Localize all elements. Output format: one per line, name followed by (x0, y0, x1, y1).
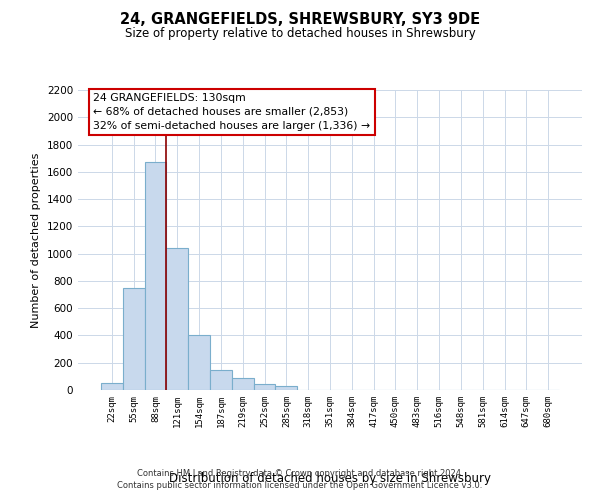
Bar (188, 335, 210, 390)
Bar (254, 384, 275, 390)
Bar (232, 378, 254, 390)
Text: 24 GRANGEFIELDS: 130sqm
← 68% of detached houses are smaller (2,853)
32% of semi: 24 GRANGEFIELDS: 130sqm ← 68% of detache… (93, 93, 370, 131)
Bar (275, 386, 297, 390)
Text: Contains HM Land Registry data © Crown copyright and database right 2024.: Contains HM Land Registry data © Crown c… (137, 468, 463, 477)
Bar (210, 370, 232, 390)
Y-axis label: Number of detached properties: Number of detached properties (31, 152, 41, 328)
Text: Contains public sector information licensed under the Open Government Licence v3: Contains public sector information licen… (118, 481, 482, 490)
Text: Size of property relative to detached houses in Shrewsbury: Size of property relative to detached ho… (125, 28, 475, 40)
Text: 24, GRANGEFIELDS, SHREWSBURY, SY3 9DE: 24, GRANGEFIELDS, SHREWSBURY, SY3 9DE (120, 12, 480, 28)
Bar (145, 162, 166, 390)
Bar (101, 383, 123, 390)
Bar (166, 248, 188, 390)
X-axis label: Distribution of detached houses by size in Shrewsbury: Distribution of detached houses by size … (169, 472, 491, 484)
Bar (123, 288, 145, 390)
